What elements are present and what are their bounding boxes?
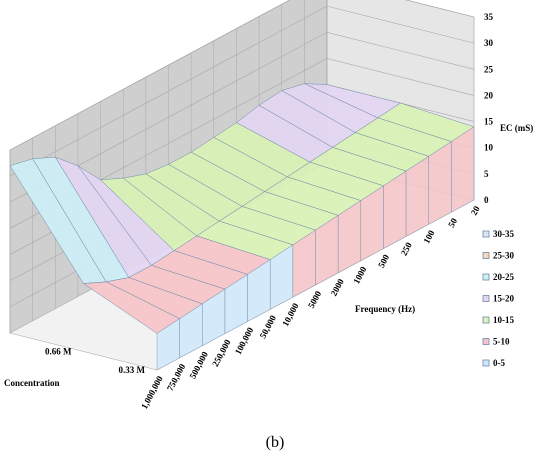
legend-label: 5-10 bbox=[493, 337, 510, 347]
legend-swatch bbox=[482, 316, 490, 324]
concentration-axis-ticks: 0.33 M0.66 M1 M bbox=[45, 347, 146, 376]
frequency-tick-label: 10,000 bbox=[280, 301, 301, 328]
legend-label: 10-15 bbox=[493, 315, 514, 325]
legend-swatch bbox=[482, 359, 490, 367]
frequency-tick-label: 50 bbox=[446, 216, 459, 229]
legend-label: 20-25 bbox=[493, 272, 514, 282]
frequency-tick-label: 250,000 bbox=[210, 337, 233, 368]
frequency-tick-label: 500,000 bbox=[187, 350, 210, 381]
frequency-tick-label: 50,000 bbox=[258, 313, 279, 340]
concentration-tick-label: 0.33 M bbox=[119, 365, 146, 375]
z-axis-ticks: 0 5 10 15 20 25 30 35 bbox=[484, 12, 494, 205]
legend-label: 0-5 bbox=[493, 358, 505, 368]
surface-skirt bbox=[428, 141, 452, 225]
frequency-tick-label: 5000 bbox=[306, 289, 324, 310]
z-tick-label: 0 bbox=[484, 195, 489, 205]
legend-swatch bbox=[482, 252, 490, 259]
frequency-tick-label: 250 bbox=[399, 240, 414, 257]
concentration-axis-label: Concentration bbox=[4, 378, 60, 388]
frequency-tick-label: 500 bbox=[376, 252, 391, 269]
figure-caption: (b) bbox=[265, 434, 285, 451]
legend: 30-35 25-30 20-25 15-20 10-15 5-10 0-5 bbox=[482, 229, 514, 368]
legend-label: 30-35 bbox=[493, 229, 514, 239]
legend-swatch bbox=[482, 338, 490, 345]
surface-plot bbox=[9, 83, 475, 371]
frequency-tick-label: 2000 bbox=[329, 277, 347, 298]
frequency-axis-label: Frequency (Hz) bbox=[355, 304, 415, 314]
frequency-tick-label: 1000 bbox=[351, 265, 369, 286]
z-tick-label: 20 bbox=[484, 90, 494, 100]
frequency-tick-label: 20 bbox=[469, 204, 482, 217]
z-tick-label: 30 bbox=[484, 38, 494, 48]
legend-swatch bbox=[482, 230, 490, 238]
frequency-tick-label: 750,000 bbox=[165, 362, 188, 393]
frequency-tick-label: 100,000 bbox=[233, 325, 256, 356]
z-tick-label: 15 bbox=[484, 117, 494, 127]
z-tick-label: 35 bbox=[484, 12, 494, 22]
z-gridline bbox=[9, 0, 475, 151]
z-tick-label: 10 bbox=[484, 143, 494, 153]
z-axis-label: EC (mS) bbox=[500, 123, 533, 133]
legend-label: 25-30 bbox=[493, 251, 514, 261]
legend-label: 15-20 bbox=[493, 294, 514, 304]
concentration-tick-label: 0.66 M bbox=[45, 347, 72, 357]
legend-swatch bbox=[482, 273, 490, 281]
surface-skirt bbox=[451, 126, 475, 213]
z-tick-label: 5 bbox=[484, 169, 489, 179]
legend-swatch bbox=[482, 295, 490, 302]
frequency-tick-label: 1,000,000 bbox=[139, 374, 165, 411]
z-tick-label: 25 bbox=[484, 64, 494, 74]
frequency-tick-label: 100 bbox=[421, 228, 436, 245]
